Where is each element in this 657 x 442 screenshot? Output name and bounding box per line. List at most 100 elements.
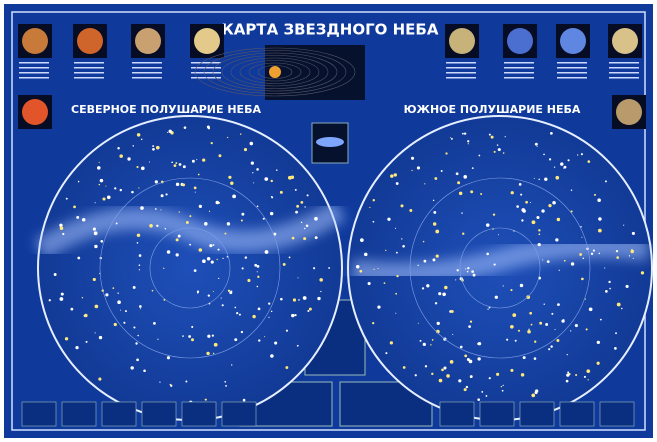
star [631,249,632,250]
star [86,341,88,343]
star [554,167,555,168]
star [439,379,443,383]
caption-line [74,72,104,74]
star [401,238,402,239]
star [307,310,309,312]
star [599,253,601,255]
star [544,177,547,180]
star [423,260,426,263]
star [243,399,246,402]
caption-line [191,72,221,74]
star [571,262,574,265]
star [470,321,472,323]
star [176,238,179,241]
star [199,248,203,252]
caption-line [504,77,534,79]
star [495,296,498,299]
star [425,365,427,367]
star [451,138,453,140]
star [544,303,545,304]
star [303,237,306,240]
star [204,222,208,226]
star [387,218,390,221]
star [390,341,393,344]
star [433,222,437,226]
star [534,357,537,360]
star [395,228,396,229]
star [202,259,206,263]
star [557,303,560,306]
star [153,322,156,325]
star [225,385,227,387]
planet [560,28,586,54]
star [271,196,272,197]
constellation-box [62,402,96,426]
star [616,256,619,259]
star [232,194,236,198]
star [303,296,307,300]
star [185,381,187,383]
star [152,148,155,151]
star [396,182,399,185]
star [291,314,294,317]
star [298,277,299,278]
star [575,324,578,327]
star [114,323,117,326]
star [426,284,429,287]
star [445,152,447,154]
star [373,221,375,223]
planet [449,28,475,54]
star [411,170,412,171]
constellation-box [22,402,56,426]
star [502,385,503,386]
star [444,286,448,290]
star [623,225,624,226]
star [141,166,145,170]
star [604,267,605,268]
star [194,269,197,272]
star [100,240,103,243]
star [535,143,538,146]
star [359,270,362,273]
star [461,212,462,213]
caption-line [609,72,639,74]
star [431,373,433,375]
star [140,206,144,210]
star [155,180,158,183]
star [479,155,481,157]
star [60,297,64,301]
star [283,263,286,266]
star [139,264,141,266]
star [132,145,134,147]
star [251,162,254,165]
star [271,311,272,312]
constellation-box [102,402,136,426]
star [548,204,551,207]
star [304,206,305,207]
star [192,160,195,163]
star [588,379,589,380]
star [543,154,545,156]
star [587,160,590,163]
star [450,137,451,138]
star [285,366,288,369]
star [221,297,222,298]
star [300,201,303,204]
star [133,286,136,289]
star [202,159,205,162]
star [178,235,181,238]
star [213,244,215,246]
star [94,231,98,235]
star [468,325,471,328]
constellation-box [600,402,634,426]
star [301,222,302,223]
star [286,330,288,332]
star [577,154,578,155]
star [503,285,504,286]
moon [616,99,642,125]
star [141,139,142,140]
star [459,192,462,195]
star [641,271,644,274]
star [254,264,257,267]
star [307,194,309,196]
